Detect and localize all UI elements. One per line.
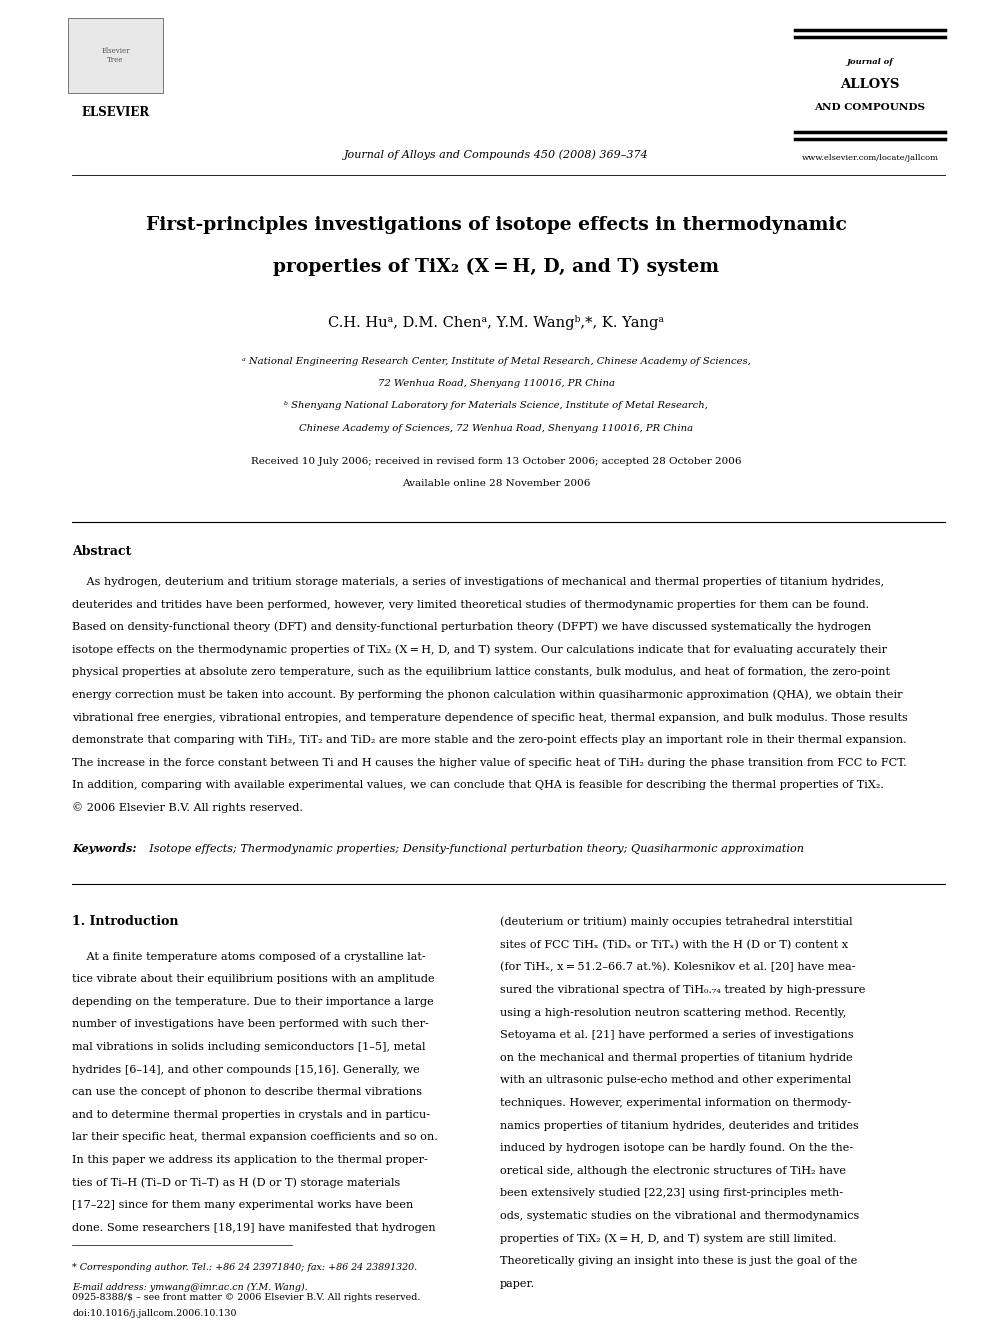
Text: demonstrate that comparing with TiH₂, TiT₂ and TiD₂ are more stable and the zero: demonstrate that comparing with TiH₂, Ti… [72, 736, 907, 745]
Text: Keywords:: Keywords: [72, 843, 137, 855]
Text: Available online 28 November 2006: Available online 28 November 2006 [402, 479, 590, 488]
Text: energy correction must be taken into account. By performing the phonon calculati: energy correction must be taken into acc… [72, 689, 903, 700]
Text: deuterides and tritides have been performed, however, very limited theoretical s: deuterides and tritides have been perfor… [72, 599, 869, 610]
Text: isotope effects on the thermodynamic properties of TiX₂ (X = H, D, and T) system: isotope effects on the thermodynamic pro… [72, 644, 887, 655]
Text: on the mechanical and thermal properties of titanium hydride: on the mechanical and thermal properties… [500, 1053, 853, 1062]
Text: Abstract: Abstract [72, 545, 131, 558]
Text: © 2006 Elsevier B.V. All rights reserved.: © 2006 Elsevier B.V. All rights reserved… [72, 803, 303, 814]
Text: can use the concept of phonon to describe thermal vibrations: can use the concept of phonon to describ… [72, 1088, 422, 1097]
Text: ALLOYS: ALLOYS [840, 78, 900, 91]
Text: physical properties at absolute zero temperature, such as the equilibrium lattic: physical properties at absolute zero tem… [72, 667, 890, 677]
Text: Isotope effects; Thermodynamic properties; Density-functional perturbation theor: Isotope effects; Thermodynamic propertie… [142, 844, 804, 853]
Text: induced by hydrogen isotope can be hardly found. On the the-: induced by hydrogen isotope can be hardl… [500, 1143, 853, 1154]
Text: lar their specific heat, thermal expansion coefficients and so on.: lar their specific heat, thermal expansi… [72, 1132, 437, 1142]
Text: with an ultrasonic pulse-echo method and other experimental: with an ultrasonic pulse-echo method and… [500, 1076, 851, 1085]
Text: doi:10.1016/j.jallcom.2006.10.130: doi:10.1016/j.jallcom.2006.10.130 [72, 1308, 236, 1318]
Text: At a finite temperature atoms composed of a crystalline lat-: At a finite temperature atoms composed o… [72, 951, 426, 962]
Text: properties of TiX₂ (X = H, D, and T) system are still limited.: properties of TiX₂ (X = H, D, and T) sys… [500, 1233, 836, 1244]
Text: ods, systematic studies on the vibrational and thermodynamics: ods, systematic studies on the vibration… [500, 1211, 859, 1221]
Text: namics properties of titanium hydrides, deuterides and tritides: namics properties of titanium hydrides, … [500, 1121, 859, 1130]
Text: (deuterium or tritium) mainly occupies tetrahedral interstitial: (deuterium or tritium) mainly occupies t… [500, 917, 853, 927]
Text: properties of TiX₂ (X = H, D, and T) system: properties of TiX₂ (X = H, D, and T) sys… [273, 258, 719, 277]
Text: In addition, comparing with available experimental values, we can conclude that : In addition, comparing with available ex… [72, 781, 884, 790]
Text: Journal of Alloys and Compounds 450 (2008) 369–374: Journal of Alloys and Compounds 450 (200… [343, 149, 649, 160]
Text: Received 10 July 2006; received in revised form 13 October 2006; accepted 28 Oct: Received 10 July 2006; received in revis… [251, 458, 741, 467]
Text: Setoyama et al. [21] have performed a series of investigations: Setoyama et al. [21] have performed a se… [500, 1031, 854, 1040]
Text: oretical side, although the electronic structures of TiH₂ have: oretical side, although the electronic s… [500, 1166, 846, 1176]
Text: techniques. However, experimental information on thermody-: techniques. However, experimental inform… [500, 1098, 851, 1107]
Text: * Corresponding author. Tel.: +86 24 23971840; fax: +86 24 23891320.: * Corresponding author. Tel.: +86 24 239… [72, 1262, 417, 1271]
Text: E-mail address: ymwang@imr.ac.cn (Y.M. Wang).: E-mail address: ymwang@imr.ac.cn (Y.M. W… [72, 1282, 308, 1291]
Text: mal vibrations in solids including semiconductors [1–5], metal: mal vibrations in solids including semic… [72, 1043, 426, 1052]
Text: Journal of: Journal of [846, 58, 894, 66]
Text: 1. Introduction: 1. Introduction [72, 916, 179, 929]
Text: done. Some researchers [18,19] have manifested that hydrogen: done. Some researchers [18,19] have mani… [72, 1222, 435, 1233]
Text: C.H. Huᵃ, D.M. Chenᵃ, Y.M. Wangᵇ,*, K. Yangᵃ: C.H. Huᵃ, D.M. Chenᵃ, Y.M. Wangᵇ,*, K. Y… [328, 315, 664, 329]
Text: 0925-8388/$ – see front matter © 2006 Elsevier B.V. All rights reserved.: 0925-8388/$ – see front matter © 2006 El… [72, 1293, 421, 1302]
Text: Elsevier
Tree: Elsevier Tree [101, 46, 130, 64]
Text: www.elsevier.com/locate/jallcom: www.elsevier.com/locate/jallcom [802, 153, 938, 161]
Text: ELSEVIER: ELSEVIER [81, 106, 150, 119]
Text: paper.: paper. [500, 1279, 535, 1289]
Text: Theoretically giving an insight into these is just the goal of the: Theoretically giving an insight into the… [500, 1256, 857, 1266]
Text: sured the vibrational spectra of TiH₀.₇₄ treated by high-pressure: sured the vibrational spectra of TiH₀.₇₄… [500, 984, 865, 995]
Text: 72 Wenhua Road, Shenyang 110016, PR China: 72 Wenhua Road, Shenyang 110016, PR Chin… [378, 380, 614, 389]
Text: vibrational free energies, vibrational entropies, and temperature dependence of : vibrational free energies, vibrational e… [72, 713, 908, 722]
Text: been extensively studied [22,23] using first-principles meth-: been extensively studied [22,23] using f… [500, 1188, 843, 1199]
Text: ᵇ Shenyang National Laboratory for Materials Science, Institute of Metal Researc: ᵇ Shenyang National Laboratory for Mater… [284, 401, 708, 410]
Text: and to determine thermal properties in crystals and in particu-: and to determine thermal properties in c… [72, 1110, 430, 1119]
Text: As hydrogen, deuterium and tritium storage materials, a series of investigations: As hydrogen, deuterium and tritium stora… [72, 577, 884, 587]
Text: (for TiHₓ, x = 51.2–66.7 at.%). Kolesnikov et al. [20] have mea-: (for TiHₓ, x = 51.2–66.7 at.%). Kolesnik… [500, 962, 855, 972]
Text: Chinese Academy of Sciences, 72 Wenhua Road, Shenyang 110016, PR China: Chinese Academy of Sciences, 72 Wenhua R… [299, 423, 693, 433]
Text: [17–22] since for them many experimental works have been: [17–22] since for them many experimental… [72, 1200, 414, 1211]
Text: sites of FCC TiHₓ (TiDₓ or TiTₓ) with the H (D or T) content x: sites of FCC TiHₓ (TiDₓ or TiTₓ) with th… [500, 939, 848, 950]
Text: First-principles investigations of isotope effects in thermodynamic: First-principles investigations of isoto… [146, 216, 846, 234]
FancyBboxPatch shape [68, 19, 163, 93]
Text: Based on density-functional theory (DFT) and density-functional perturbation the: Based on density-functional theory (DFT)… [72, 622, 871, 632]
Text: ᵃ National Engineering Research Center, Institute of Metal Research, Chinese Aca: ᵃ National Engineering Research Center, … [242, 357, 750, 366]
Text: tice vibrate about their equilibrium positions with an amplitude: tice vibrate about their equilibrium pos… [72, 974, 434, 984]
Text: The increase in the force constant between Ti and H causes the higher value of s: The increase in the force constant betwe… [72, 758, 907, 767]
Text: number of investigations have been performed with such ther-: number of investigations have been perfo… [72, 1020, 429, 1029]
Text: depending on the temperature. Due to their importance a large: depending on the temperature. Due to the… [72, 996, 434, 1007]
Text: hydrides [6–14], and other compounds [15,16]. Generally, we: hydrides [6–14], and other compounds [15… [72, 1065, 420, 1074]
Text: In this paper we address its application to the thermal proper-: In this paper we address its application… [72, 1155, 428, 1166]
Text: ties of Ti–H (Ti–D or Ti–T) as H (D or T) storage materials: ties of Ti–H (Ti–D or Ti–T) as H (D or T… [72, 1177, 400, 1188]
Text: using a high-resolution neutron scattering method. Recently,: using a high-resolution neutron scatteri… [500, 1008, 846, 1017]
Text: AND COMPOUNDS: AND COMPOUNDS [814, 103, 926, 112]
